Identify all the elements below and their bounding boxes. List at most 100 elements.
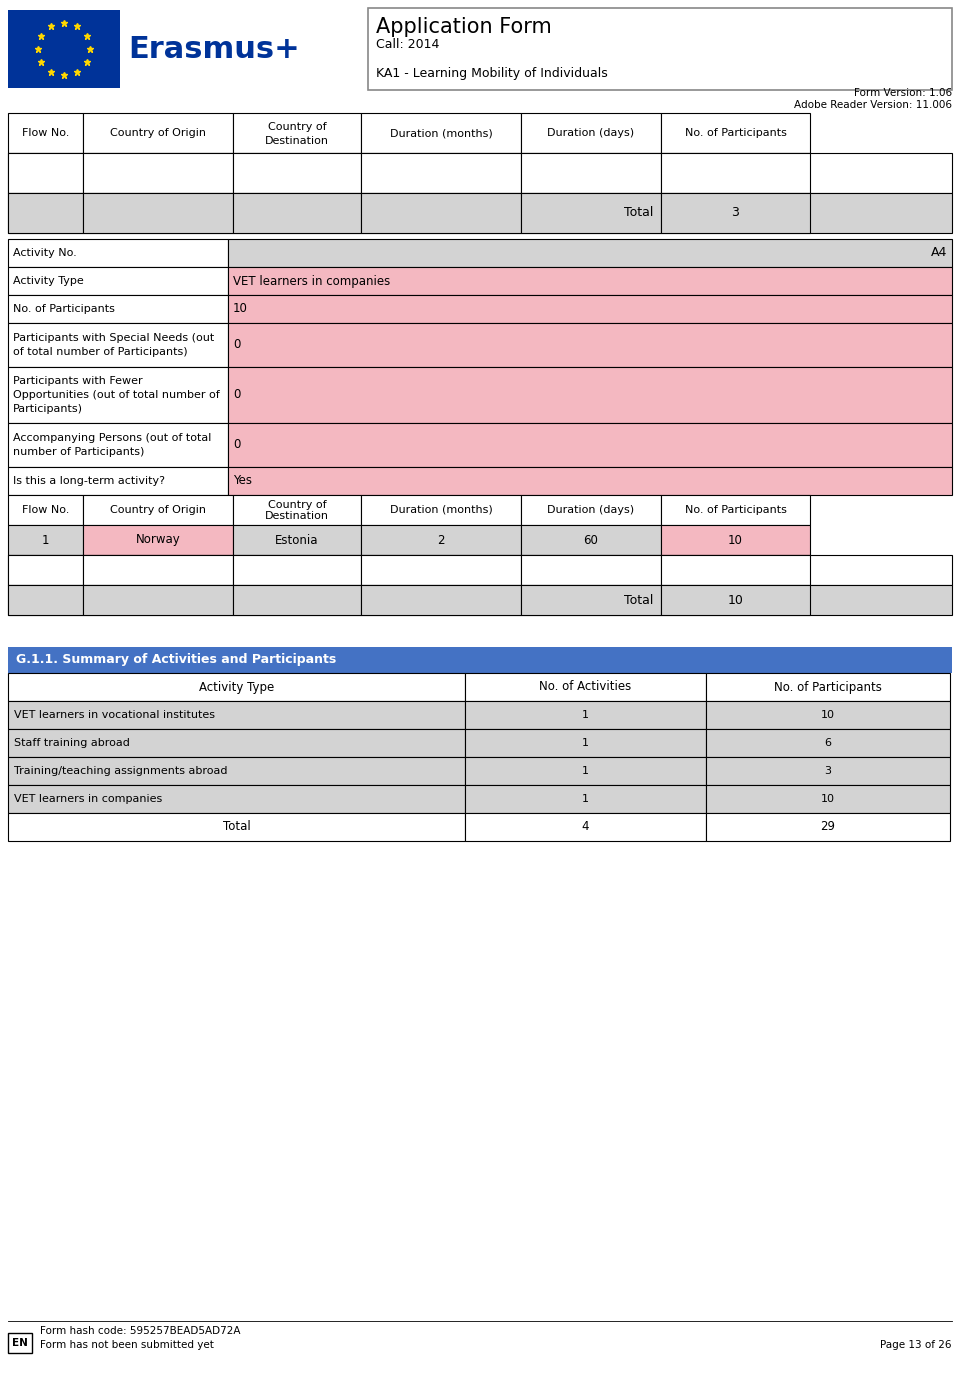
Text: Country of: Country of xyxy=(268,501,326,510)
Text: VET learners in vocational institutes: VET learners in vocational institutes xyxy=(14,709,215,721)
Bar xyxy=(83,495,233,526)
Bar xyxy=(706,786,950,813)
Bar xyxy=(83,555,233,585)
Text: Participants): Participants) xyxy=(13,404,83,414)
Bar xyxy=(465,813,706,841)
Text: Yes: Yes xyxy=(233,474,252,487)
Bar xyxy=(228,295,952,324)
Bar xyxy=(361,113,521,154)
Bar xyxy=(233,526,361,555)
Text: Page 13 of 26: Page 13 of 26 xyxy=(880,1340,952,1350)
Bar xyxy=(8,295,228,324)
Text: Activity Type: Activity Type xyxy=(199,680,275,693)
Text: 1: 1 xyxy=(582,794,589,804)
Text: 1: 1 xyxy=(582,766,589,776)
Text: No. of Participants: No. of Participants xyxy=(774,680,882,693)
Text: 10: 10 xyxy=(728,593,743,607)
Bar xyxy=(8,194,952,232)
Bar xyxy=(8,647,952,674)
Text: of total number of Participants): of total number of Participants) xyxy=(13,347,187,357)
Bar xyxy=(661,555,810,585)
Text: Duration (days): Duration (days) xyxy=(547,505,635,514)
Bar xyxy=(233,154,361,194)
Bar xyxy=(8,194,83,232)
Text: Duration (months): Duration (months) xyxy=(390,505,492,514)
Text: No. of Participants: No. of Participants xyxy=(684,505,786,514)
Bar xyxy=(661,585,810,615)
Text: Form Version: 1.06: Form Version: 1.06 xyxy=(853,89,952,98)
Text: number of Participants): number of Participants) xyxy=(13,447,144,456)
Bar xyxy=(361,194,521,232)
Text: Total: Total xyxy=(624,206,653,220)
Bar xyxy=(368,8,952,90)
Text: Adobe Reader Version: 11.006: Adobe Reader Version: 11.006 xyxy=(794,100,952,111)
Text: 3: 3 xyxy=(825,766,831,776)
Text: Destination: Destination xyxy=(265,136,329,147)
Bar xyxy=(521,194,661,232)
Text: No. of Activities: No. of Activities xyxy=(540,680,632,693)
Text: EN: EN xyxy=(12,1337,28,1348)
Text: Norway: Norway xyxy=(135,534,180,546)
Text: 1: 1 xyxy=(582,709,589,721)
Bar xyxy=(661,495,810,526)
Bar xyxy=(465,786,706,813)
Text: 29: 29 xyxy=(821,820,835,834)
Text: 0: 0 xyxy=(233,339,240,351)
Text: Country of: Country of xyxy=(268,122,326,131)
Bar xyxy=(706,674,950,701)
Text: 3: 3 xyxy=(732,206,739,220)
Text: 10: 10 xyxy=(821,709,835,721)
Bar xyxy=(228,324,952,366)
Bar xyxy=(661,154,810,194)
Bar xyxy=(233,585,361,615)
Bar xyxy=(8,467,228,495)
Bar xyxy=(8,674,465,701)
Text: Country of Origin: Country of Origin xyxy=(110,129,206,138)
Bar xyxy=(8,324,228,366)
Bar xyxy=(8,267,228,295)
Bar xyxy=(706,701,950,729)
Bar xyxy=(361,526,521,555)
Bar xyxy=(8,585,83,615)
Text: Training/teaching assignments abroad: Training/teaching assignments abroad xyxy=(14,766,228,776)
Text: 2: 2 xyxy=(437,534,444,546)
Text: Erasmus+: Erasmus+ xyxy=(128,35,300,64)
Text: Staff training abroad: Staff training abroad xyxy=(14,739,130,748)
Text: 60: 60 xyxy=(584,534,598,546)
Text: Opportunities (out of total number of: Opportunities (out of total number of xyxy=(13,390,220,400)
Bar xyxy=(8,239,228,267)
Text: VET learners in companies: VET learners in companies xyxy=(14,794,162,804)
Text: 10: 10 xyxy=(728,534,743,546)
Bar xyxy=(8,701,465,729)
Bar xyxy=(8,1333,32,1353)
Bar xyxy=(233,194,361,232)
Text: Duration (months): Duration (months) xyxy=(390,129,492,138)
Bar xyxy=(521,154,661,194)
Bar xyxy=(83,113,233,154)
Text: KA1 - Learning Mobility of Individuals: KA1 - Learning Mobility of Individuals xyxy=(376,66,608,79)
Bar xyxy=(8,729,465,757)
Text: Flow No.: Flow No. xyxy=(22,129,69,138)
Bar xyxy=(228,239,952,267)
Bar xyxy=(465,757,706,786)
Bar xyxy=(465,701,706,729)
Bar xyxy=(228,467,952,495)
Bar xyxy=(8,423,228,467)
Text: 1: 1 xyxy=(41,534,49,546)
Bar xyxy=(521,495,661,526)
Bar xyxy=(8,526,83,555)
Bar xyxy=(706,813,950,841)
Bar xyxy=(8,10,120,89)
Text: Is this a long-term activity?: Is this a long-term activity? xyxy=(13,476,165,485)
Text: 10: 10 xyxy=(233,303,248,315)
Bar xyxy=(228,423,952,467)
Text: 6: 6 xyxy=(825,739,831,748)
Text: Activity Type: Activity Type xyxy=(13,277,84,286)
Bar xyxy=(361,585,521,615)
Bar xyxy=(8,495,83,526)
Bar xyxy=(233,113,361,154)
Bar xyxy=(83,154,233,194)
Text: VET learners in companies: VET learners in companies xyxy=(233,274,391,288)
Bar xyxy=(521,526,661,555)
Bar xyxy=(233,495,361,526)
